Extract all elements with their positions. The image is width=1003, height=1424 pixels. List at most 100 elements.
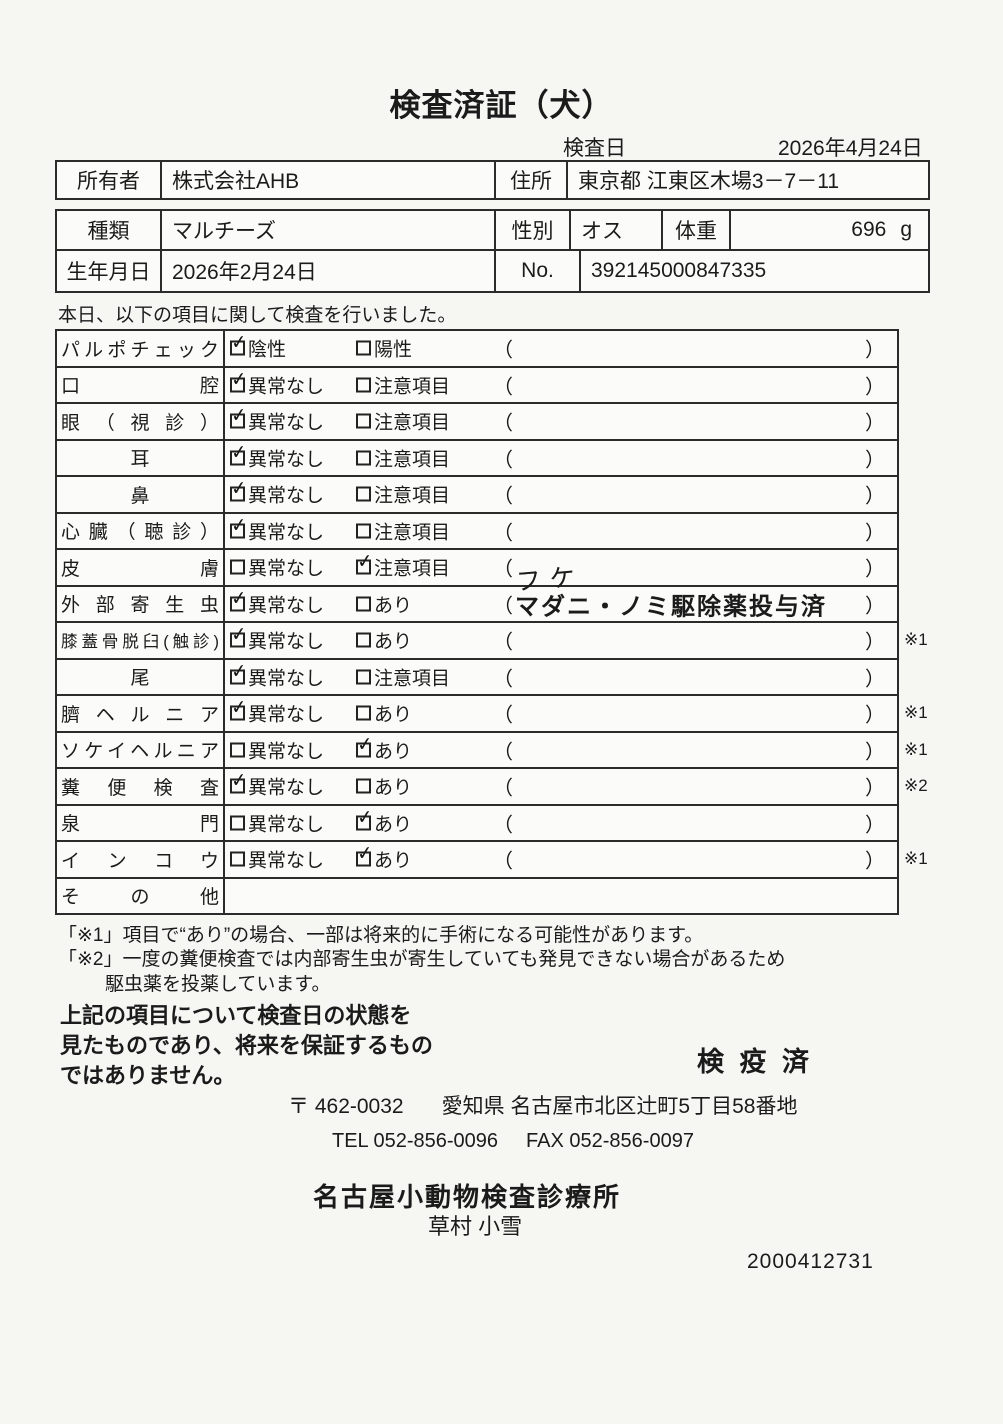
- checkbox-checked-icon: ✓: [356, 806, 374, 831]
- exam-option: ✓ 異常なし: [230, 405, 324, 435]
- table-row: インコウ 異常なし ✓ あり（） ※1: [57, 842, 928, 879]
- result-parentheses: （）: [493, 769, 885, 804]
- exam-item-label: 口腔: [57, 367, 225, 402]
- option-label: 異常なし: [248, 850, 325, 872]
- table-row: パルポチェック ✓ 陰性 陽性（）: [57, 331, 897, 368]
- table-row: その他: [57, 878, 897, 913]
- option-label: 異常なし: [248, 777, 325, 799]
- exam-option: ✓ 異常なし: [230, 478, 324, 508]
- exam-item-label-text: 鼻: [130, 485, 150, 507]
- exam-item-label-text: 膝蓋骨脱臼(触診): [61, 633, 219, 652]
- exam-item-label-text: 尾: [130, 668, 150, 690]
- exam-item-label-text: 外部寄生虫: [61, 595, 219, 617]
- exam-item-label: 鼻: [57, 477, 225, 512]
- paren-close: ）: [865, 449, 885, 472]
- pet-info-box: 種類 マルチーズ 性別 オス 体重 696 g 生年月日 2026年2月24日 …: [55, 209, 930, 293]
- table-row: 眼（視診） ✓ 異常なし 注意項目（）: [57, 404, 897, 441]
- paren-close: ）: [865, 631, 885, 654]
- weight-value-cell: 696 g: [729, 211, 928, 249]
- option-label: 陰性: [248, 339, 287, 361]
- exam-item-label: インコウ: [57, 842, 225, 877]
- footnote-1: 「※1」項目で“あり”の場合、一部は将来的に手術になる可能性があります。: [58, 925, 704, 946]
- option-label: 陽性: [374, 339, 413, 361]
- checkbox-checked-icon: ✓: [230, 368, 248, 393]
- check-mark-icon: ✓: [229, 477, 248, 501]
- exam-option: 異常なし: [230, 736, 324, 763]
- checkbox-unchecked-icon: [230, 815, 245, 831]
- paren-open: （: [493, 595, 513, 618]
- disclaimer-line-1: 上記の項目について検査日の状態を: [60, 1003, 412, 1028]
- checkbox-unchecked-icon: [356, 486, 371, 502]
- paren-close: ）: [865, 850, 885, 873]
- checkbox-checked-icon: ✓: [230, 660, 248, 685]
- paren-open: （: [493, 412, 513, 435]
- exam-option: ✓ 異常なし: [230, 368, 325, 398]
- exam-item-label: 泉門: [57, 805, 225, 840]
- clinic-tel: TEL 052-856-0096: [332, 1130, 499, 1152]
- footnote-marker: ※1: [904, 849, 928, 869]
- clinic-telfax-line: TEL 052-856-0096 FAX 052-856-0097: [332, 1130, 694, 1153]
- checkbox-unchecked-icon: [356, 778, 371, 794]
- examiner-name: 草村 小雪: [428, 1214, 523, 1239]
- clinic-address: 愛知県 名古屋市北区辻町5丁目58番地: [441, 1095, 798, 1118]
- option-label: あり: [374, 595, 413, 617]
- id-number-value: 392145000847335: [579, 251, 928, 291]
- checkbox-unchecked-icon: [356, 450, 371, 466]
- paren-open: （: [493, 850, 513, 873]
- checkbox-unchecked-icon: [356, 413, 371, 429]
- option-label: 異常なし: [248, 376, 325, 398]
- result-parentheses: （）: [493, 441, 885, 476]
- paren-close: ）: [865, 704, 885, 727]
- exam-item-result: ✓ 異常なし 注意項目（）: [225, 477, 897, 512]
- option-label: 注意項目: [374, 558, 451, 580]
- exam-option: 異常なし: [230, 846, 324, 873]
- checkbox-checked-icon: ✓: [230, 478, 248, 502]
- checkbox-unchecked-icon: [356, 596, 371, 612]
- result-parentheses: （）: [493, 623, 885, 658]
- check-mark-icon: ✓: [229, 441, 248, 465]
- result-parentheses: （）: [493, 477, 885, 512]
- id-number-label: No.: [494, 251, 579, 291]
- checkbox-checked-icon: ✓: [230, 697, 248, 721]
- check-mark-icon: ✓: [229, 769, 248, 793]
- check-mark-icon: ✓: [229, 660, 248, 684]
- check-mark-icon: ✓: [229, 331, 248, 355]
- paren-close: ）: [865, 777, 885, 800]
- paren-open: （: [493, 741, 513, 764]
- option-label: 注意項目: [374, 522, 451, 544]
- option-label: 注意項目: [374, 668, 451, 690]
- weight-unit: g: [900, 218, 912, 241]
- exam-item-label-text: 糞便検査: [61, 777, 219, 799]
- exam-item-result: ✓ 異常なし 注意項目（）: [225, 660, 897, 695]
- exam-option: 注意項目: [356, 517, 450, 544]
- check-mark-icon: ✓: [355, 806, 374, 830]
- exam-item-label-text: パルポチェック: [61, 339, 219, 361]
- disclaimer-line-3: ではありません。: [60, 1063, 236, 1088]
- exam-item-label-text: 耳: [130, 449, 150, 471]
- owner-info-box: 所有者 株式会社AHB 住所 東京都 江東区木場3－7－11: [55, 160, 930, 200]
- result-parentheses: （マダニ・ノミ駆除薬投与済 ）: [493, 587, 885, 622]
- option-label: あり: [374, 631, 413, 653]
- paren-close: ）: [865, 595, 885, 618]
- paren-close: ）: [865, 741, 885, 764]
- checkbox-unchecked-icon: [230, 559, 245, 575]
- checkbox-unchecked-icon: [356, 523, 371, 539]
- paren-open: （: [493, 449, 513, 472]
- exam-option: ✓ あり: [356, 733, 412, 763]
- paren-open: （: [493, 522, 513, 545]
- exam-item-label: ソケイヘルニア: [57, 732, 225, 767]
- paren-open: （: [493, 704, 513, 727]
- exam-item-result: ✓ 異常なし 注意項目（）: [225, 404, 897, 439]
- exam-item-result: 異常なし ✓ あり （ ）: [225, 733, 897, 768]
- paren-close: ）: [865, 814, 885, 837]
- exam-option: ✓ 異常なし: [230, 514, 324, 544]
- paren-open: （: [493, 668, 513, 691]
- breed-value: マルチーズ: [160, 211, 494, 249]
- exam-option: ✓ 異常なし: [230, 624, 324, 654]
- option-label: 異常なし: [248, 558, 325, 580]
- exam-option: 注意項目: [356, 444, 450, 471]
- option-label: 異常なし: [248, 449, 325, 471]
- weight-label: 体重: [661, 211, 729, 249]
- exam-option: あり: [356, 773, 412, 800]
